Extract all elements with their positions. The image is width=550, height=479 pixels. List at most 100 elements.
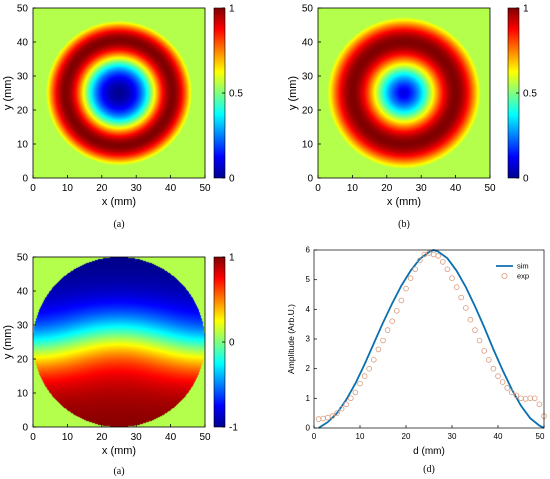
heatmap-image-rings-2: [318, 8, 490, 178]
panel-caption: (a): [113, 466, 124, 477]
data-point-exp: [462, 305, 469, 311]
data-point-exp: [481, 348, 488, 354]
data-point-exp: [458, 294, 465, 301]
y-tick-label: 0: [307, 174, 313, 185]
data-point-exp: [407, 275, 414, 282]
data-point-exp: [393, 307, 400, 314]
data-point-exp: [334, 410, 340, 417]
data-point-exp: [412, 266, 419, 273]
y-axis: 0 10 20 30 40 50 y (mm): [2, 253, 36, 434]
data-point-exp: [366, 365, 373, 372]
x-tick-label: 20: [96, 183, 108, 194]
data-point-exp: [476, 337, 483, 344]
y-tick-label: 30: [17, 321, 29, 332]
heatmap-image-rings-1: [33, 8, 205, 178]
data-point-exp: [490, 365, 497, 372]
x-tick-label: 10: [347, 183, 359, 194]
x-tick-label: 10: [62, 432, 74, 443]
y-tick-label: 0: [306, 424, 311, 433]
y-tick-label: 40: [302, 38, 314, 49]
data-point-exp: [444, 266, 451, 273]
x-tick-label: 50: [536, 432, 545, 441]
y-tick-label: 1: [306, 394, 311, 403]
data-point-exp: [343, 401, 350, 408]
y-tick-label: 6: [306, 246, 311, 255]
y-axis: 0 1 2 3 4 5 6 Amplitude (Arb.U.): [286, 246, 317, 433]
x-tick-label: 50: [199, 432, 211, 443]
x-tick-label: 10: [356, 432, 365, 441]
data-point-exp: [467, 316, 474, 323]
colorbar: 0 0.5 1: [213, 4, 243, 185]
colorbar-tick-label: 0: [229, 338, 235, 349]
y-tick-label: 10: [17, 140, 29, 151]
plot-frame: [32, 256, 206, 428]
colorbar-tick-label: 1: [229, 253, 235, 264]
y-tick-label: 3: [306, 335, 311, 344]
x-tick-label: 30: [131, 432, 143, 443]
y-tick-label: 0: [22, 423, 28, 434]
data-point-exp: [513, 392, 520, 399]
x-tick-label: 0: [312, 432, 317, 441]
data-point-exp: [439, 259, 446, 265]
panel-caption: (d): [423, 464, 435, 475]
data-point-exp: [352, 389, 359, 396]
y-axis: 0 10 20 30 40 50 y (mm): [287, 4, 321, 185]
y-tick-label: 5: [306, 275, 311, 284]
data-point-exp: [495, 373, 501, 379]
data-point-exp: [453, 284, 460, 290]
y-axis: 0 10 20 30 40 50 y (mm): [2, 4, 36, 185]
colorbar-tick-label: 0.5: [229, 89, 243, 100]
data-point-exp: [338, 405, 345, 412]
heatmap-image-phase: [33, 257, 205, 427]
data-point-exp: [329, 413, 336, 419]
y-tick-label: 4: [306, 305, 311, 314]
y-tick-label: 30: [17, 72, 29, 83]
legend-marker-swatch: [501, 272, 508, 279]
x-tick-label: 20: [381, 183, 393, 194]
plot-area: [314, 250, 544, 428]
data-point-exp: [536, 401, 543, 408]
data-point-exp: [370, 356, 377, 363]
data-point-exp: [389, 318, 396, 325]
x-tick-label: 30: [448, 432, 457, 441]
colorbar-tick-label: -1: [229, 423, 238, 434]
x-tick-label: 20: [402, 432, 411, 441]
y-tick-label: 20: [17, 106, 29, 117]
data-point-exp: [435, 253, 442, 259]
colorbar: 0 0.5 1: [507, 4, 537, 185]
panel-top-right: 0 10 20 30 40 50 x (mm) 0 10 20 30 40 50…: [287, 4, 537, 231]
y-axis-label: y (mm): [2, 325, 14, 359]
x-tick-label: 20: [96, 432, 108, 443]
x-tick-label: 40: [494, 432, 503, 441]
y-tick-label: 0: [22, 174, 28, 185]
panel-top-left: 0 10 20 30 40 50 x (mm) 0 10 20 30 40 50…: [2, 4, 243, 231]
y-tick-label: 40: [17, 287, 29, 298]
y-tick-label: 50: [17, 253, 29, 264]
x-axis-label: x (mm): [102, 445, 136, 457]
colorbar: -1 0 1: [213, 253, 238, 434]
x-tick-label: 40: [450, 183, 462, 194]
data-point-exp: [384, 327, 391, 333]
y-tick-label: 10: [302, 140, 314, 151]
x-axis: 0 10 20 30 40 50 d (mm): [312, 425, 545, 457]
x-axis-label: x (mm): [102, 196, 136, 208]
y-axis-label: y (mm): [287, 76, 299, 110]
colorbar-tick-label: 1: [523, 4, 529, 15]
y-tick-label: 40: [17, 38, 29, 49]
plot-frame: [32, 7, 206, 179]
data-point-exp: [398, 297, 405, 304]
data-point-exp: [531, 395, 538, 402]
y-tick-label: 50: [17, 4, 29, 15]
x-tick-label: 0: [30, 432, 36, 443]
y-tick-label: 10: [17, 389, 29, 400]
y-axis-label: Amplitude (Arb.U.): [286, 304, 296, 374]
x-tick-label: 50: [199, 183, 211, 194]
colorbar-tick-label: 0: [523, 174, 529, 185]
panel-bottom-left: 0 10 20 30 40 50 x (mm) 0 10 20 30 40 50…: [2, 253, 238, 478]
legend-label: exp: [517, 272, 529, 281]
x-tick-label: 0: [30, 183, 36, 194]
y-tick-label: 50: [302, 4, 314, 15]
colorbar-tick-label: 1: [229, 4, 235, 15]
y-axis-label: y (mm): [2, 76, 14, 110]
data-point-exp: [357, 380, 363, 387]
